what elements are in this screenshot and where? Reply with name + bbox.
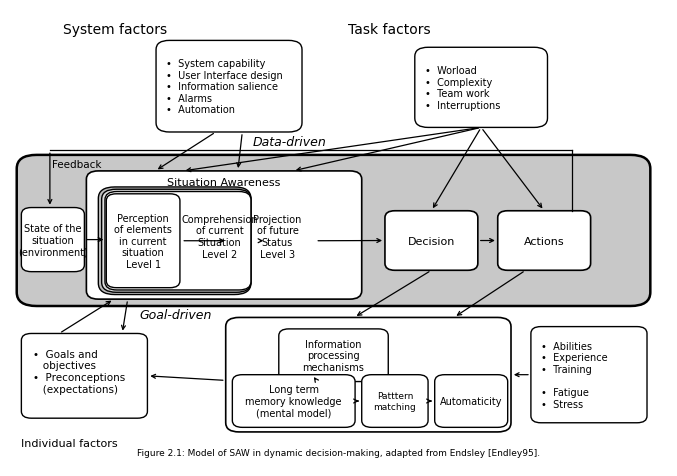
FancyBboxPatch shape xyxy=(498,211,590,271)
Text: Goal-driven: Goal-driven xyxy=(139,308,212,321)
FancyBboxPatch shape xyxy=(98,188,251,295)
FancyBboxPatch shape xyxy=(531,327,647,423)
Text: Actions: Actions xyxy=(524,236,565,246)
Text: Projection
of future
Status
Level 3: Projection of future Status Level 3 xyxy=(253,214,302,259)
Text: •  Worload
•  Complexity
•  Team work
•  Interruptions: • Worload • Complexity • Team work • Int… xyxy=(424,66,500,110)
FancyBboxPatch shape xyxy=(385,211,478,271)
Text: Situation Awareness: Situation Awareness xyxy=(167,178,281,188)
FancyBboxPatch shape xyxy=(362,375,428,427)
Text: Data-driven: Data-driven xyxy=(253,135,326,149)
FancyBboxPatch shape xyxy=(232,375,355,427)
Text: Perception
of elements
in current
situation
Level 1: Perception of elements in current situat… xyxy=(114,213,172,269)
Text: Figure 2.1: Model of SAW in dynamic decision-making, adapted from Endsley [Endle: Figure 2.1: Model of SAW in dynamic deci… xyxy=(137,448,540,457)
FancyBboxPatch shape xyxy=(106,194,180,288)
Text: Decision: Decision xyxy=(408,236,455,246)
Text: Task factors: Task factors xyxy=(349,23,431,37)
FancyBboxPatch shape xyxy=(17,156,651,307)
Text: •  Goals and
   objectives
•  Preconceptions
   (expectations): • Goals and objectives • Preconceptions … xyxy=(33,349,125,394)
Text: State of the
situation
(environment): State of the situation (environment) xyxy=(18,224,88,257)
FancyBboxPatch shape xyxy=(415,48,548,128)
FancyBboxPatch shape xyxy=(156,41,302,133)
Text: Individual factors: Individual factors xyxy=(22,438,118,448)
FancyBboxPatch shape xyxy=(105,192,251,290)
FancyBboxPatch shape xyxy=(435,375,508,427)
Text: Automaticity: Automaticity xyxy=(440,396,502,406)
FancyBboxPatch shape xyxy=(225,318,511,432)
FancyBboxPatch shape xyxy=(22,334,148,418)
FancyBboxPatch shape xyxy=(87,171,362,299)
Text: Comprehension
of current
Situation
Level 2: Comprehension of current Situation Level… xyxy=(181,214,258,259)
Text: •  System capability
•  User Interface design
•  Information salience
•  Alarms
: • System capability • User Interface des… xyxy=(166,59,283,115)
FancyBboxPatch shape xyxy=(102,190,251,293)
Text: Patttern
matching: Patttern matching xyxy=(374,391,416,411)
Text: Long term
memory knowledge
(mental model): Long term memory knowledge (mental model… xyxy=(246,385,342,418)
Text: Feedback: Feedback xyxy=(52,160,102,169)
FancyBboxPatch shape xyxy=(22,208,85,272)
Text: Information
processing
mechanisms: Information processing mechanisms xyxy=(303,339,364,372)
Text: •  Abilities
•  Experience
•  Training

•  Fatigue
•  Stress: • Abilities • Experience • Training • Fa… xyxy=(541,341,607,409)
FancyBboxPatch shape xyxy=(279,329,389,382)
Text: System factors: System factors xyxy=(63,23,167,37)
